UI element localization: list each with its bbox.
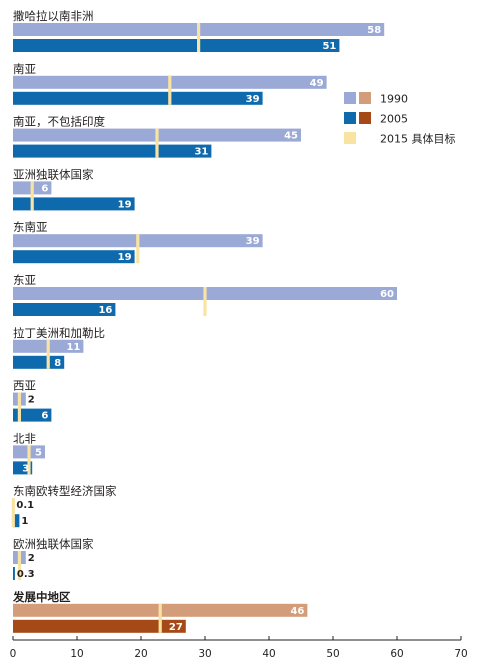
bar-2005: [13, 303, 116, 316]
data-label-1990: 49: [310, 78, 324, 89]
bars-layer: 撒哈拉以南非洲5851南亚4939南亚，不包括印度4531亚洲独联体国家619东…: [11, 9, 397, 633]
bar-2005: [13, 197, 135, 211]
legend-swatch-target: [344, 132, 356, 144]
bar-2005: [13, 619, 186, 633]
target-2015-marker: [168, 75, 172, 105]
category-group: 东南亚 39 19: [13, 220, 263, 264]
x-axis: 0 10 20 30 40 50 60 70: [10, 636, 468, 660]
category-label: 南亚，不包括印度: [13, 115, 105, 129]
data-label-2005: 31: [194, 147, 208, 158]
data-label-1990: 58: [367, 25, 381, 36]
category-group: 西亚 26: [13, 379, 52, 422]
bar-2005: [13, 91, 263, 105]
category-group: 发展中地区 46 27: [12, 590, 308, 633]
data-label-2005: 1: [21, 516, 28, 527]
category-label: 发展中地区: [12, 590, 71, 604]
legend-label-1990: 1990: [380, 93, 408, 106]
category-group: 撒哈拉以南非洲 58 51: [13, 9, 385, 52]
target-2015-marker: [27, 445, 31, 475]
data-label-2005: 19: [118, 199, 132, 210]
data-label-2005: 0.3: [17, 569, 35, 580]
data-label-1990: 39: [246, 236, 260, 247]
target-2015-marker: [197, 23, 201, 52]
legend-swatch-2005-developing: [359, 112, 371, 124]
legend-swatch-2005: [344, 112, 356, 124]
legend: 1990 2005 2015 具体目标: [344, 92, 456, 146]
bar-2005: [13, 355, 65, 369]
data-label-1990: 6: [41, 183, 48, 194]
category-label: 北非: [13, 431, 36, 445]
x-tick-label: 50: [326, 648, 339, 660]
target-2015-marker: [30, 181, 34, 211]
bar-2005: [13, 144, 212, 158]
x-tick-label: 70: [454, 648, 467, 660]
data-label-2005: 6: [41, 411, 48, 422]
data-label-1990: 60: [380, 289, 394, 300]
data-label-1990: 2: [28, 553, 35, 564]
category-label: 东南亚: [13, 220, 48, 234]
data-label-1990: 0.1: [16, 500, 34, 511]
category-label: 拉丁美洲和加勒比: [13, 326, 105, 340]
bar-2005: [13, 408, 52, 422]
category-group: 南亚，不包括印度 45 31: [13, 115, 301, 158]
bar-2005: [13, 39, 340, 52]
category-group: 亚洲独联体国家 6 19: [13, 167, 135, 211]
target-2015-marker: [158, 603, 162, 633]
data-label-2005: 39: [246, 94, 260, 105]
x-tick-label: 60: [390, 648, 403, 660]
data-label-2005: 27: [169, 622, 183, 633]
data-label-1990: 45: [284, 131, 298, 142]
data-label-1990: 46: [290, 606, 304, 617]
legend-label-2005: 2005: [380, 113, 408, 126]
data-label-2005: 16: [98, 305, 112, 316]
x-tick-label: 40: [262, 648, 275, 660]
data-label-1990: 5: [35, 447, 42, 458]
data-label-2005: 8: [54, 358, 61, 369]
target-2015-marker: [11, 498, 15, 528]
x-tick-label: 20: [134, 648, 147, 660]
category-group: 东亚 60 16: [13, 273, 397, 316]
data-label-1990: 11: [66, 342, 80, 353]
data-label-2005: 19: [118, 252, 132, 263]
category-label: 东亚: [13, 273, 36, 287]
target-2015-marker: [203, 287, 207, 316]
target-2015-marker: [136, 234, 140, 264]
category-group: 北非 53: [13, 431, 45, 475]
x-tick-label: 10: [70, 648, 83, 660]
category-label: 南亚: [13, 62, 36, 76]
data-label-1990: 2: [28, 395, 35, 406]
legend-label-target: 2015 具体目标: [380, 132, 456, 146]
legend-swatch-1990: [344, 92, 356, 104]
category-group: 东南欧转型经济国家 0.1 1: [11, 484, 117, 528]
category-group: 欧洲独联体国家 2 0.3: [13, 537, 94, 580]
legend-swatch-1990-developing: [359, 92, 371, 104]
category-label: 东南欧转型经济国家: [13, 484, 117, 498]
category-label: 撒哈拉以南非洲: [13, 9, 94, 23]
category-group: 南亚 49 39: [13, 62, 327, 105]
category-group: 拉丁美洲和加勒比 11 8: [13, 326, 105, 369]
data-label-2005: 3: [22, 463, 29, 474]
category-label: 亚洲独联体国家: [13, 167, 94, 181]
target-2015-marker: [17, 551, 21, 580]
bar-2005: [13, 567, 15, 580]
target-2015-marker: [155, 128, 159, 158]
bar-2005: [13, 514, 20, 528]
category-label: 西亚: [13, 379, 36, 393]
data-label-2005: 51: [322, 41, 336, 52]
x-tick-label: 0: [10, 648, 17, 660]
bar-2005: [13, 250, 135, 264]
target-2015-marker: [17, 392, 21, 422]
target-2015-marker: [46, 339, 50, 369]
category-label: 欧洲独联体国家: [13, 537, 94, 551]
x-tick-label: 30: [198, 648, 211, 660]
